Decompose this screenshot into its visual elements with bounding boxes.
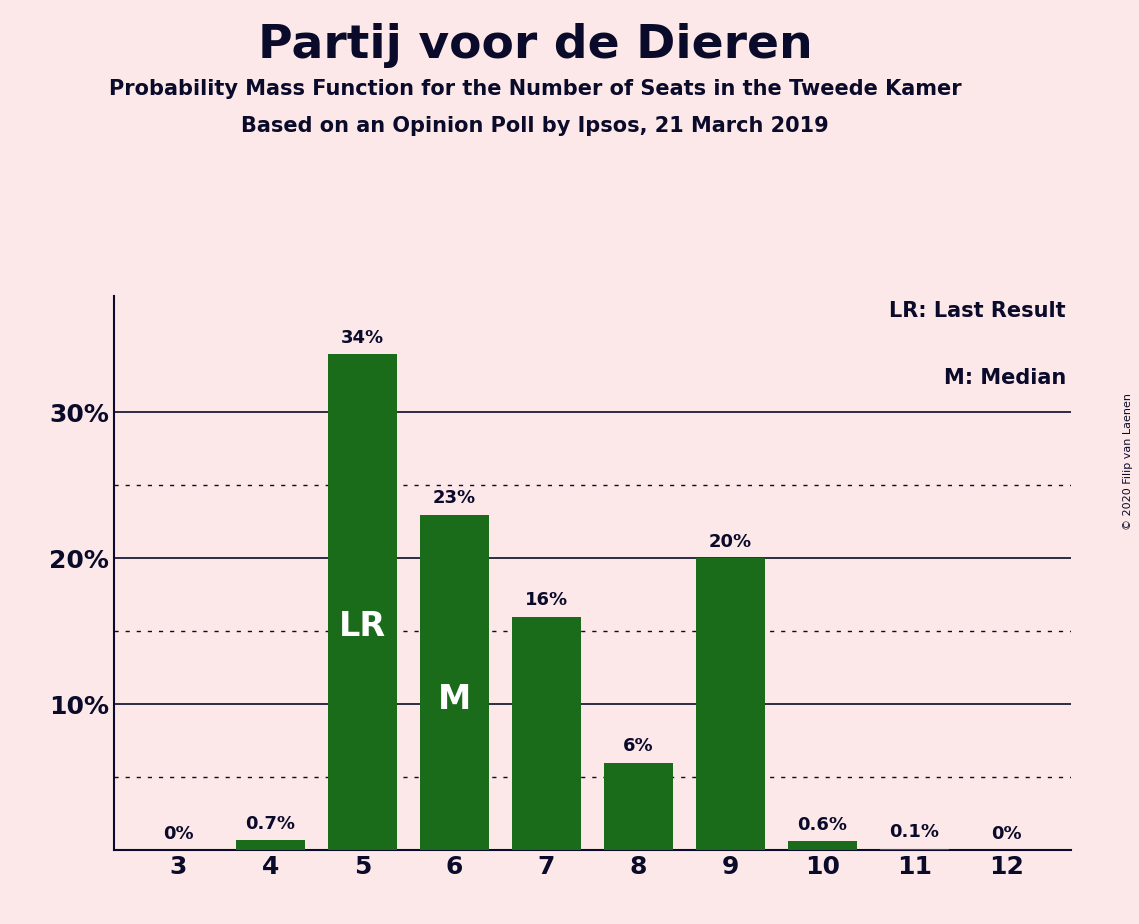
Text: LR: LR [338,611,386,643]
Bar [511,616,581,850]
Text: 6%: 6% [623,737,654,755]
Bar [604,762,673,850]
Bar [236,840,305,850]
Text: M: Median: M: Median [943,368,1066,388]
Text: 23%: 23% [433,489,476,507]
Text: 0.7%: 0.7% [245,815,295,833]
Text: 0%: 0% [163,825,194,843]
Bar [696,558,764,850]
Text: Probability Mass Function for the Number of Seats in the Tweede Kamer: Probability Mass Function for the Number… [109,79,961,99]
Text: © 2020 Filip van Laenen: © 2020 Filip van Laenen [1123,394,1133,530]
Text: 20%: 20% [708,533,752,551]
Text: 0.6%: 0.6% [797,816,847,834]
Text: 16%: 16% [525,591,568,609]
Text: 0%: 0% [991,825,1022,843]
Text: 0.1%: 0.1% [890,823,940,842]
Text: 34%: 34% [341,329,384,346]
Bar [879,848,949,850]
Bar [328,354,396,850]
Bar [788,842,857,850]
Text: LR: Last Result: LR: Last Result [890,301,1066,322]
Text: M: M [437,683,470,715]
Bar [420,515,489,850]
Text: Partij voor de Dieren: Partij voor de Dieren [257,23,813,68]
Text: Based on an Opinion Poll by Ipsos, 21 March 2019: Based on an Opinion Poll by Ipsos, 21 Ma… [241,116,829,136]
